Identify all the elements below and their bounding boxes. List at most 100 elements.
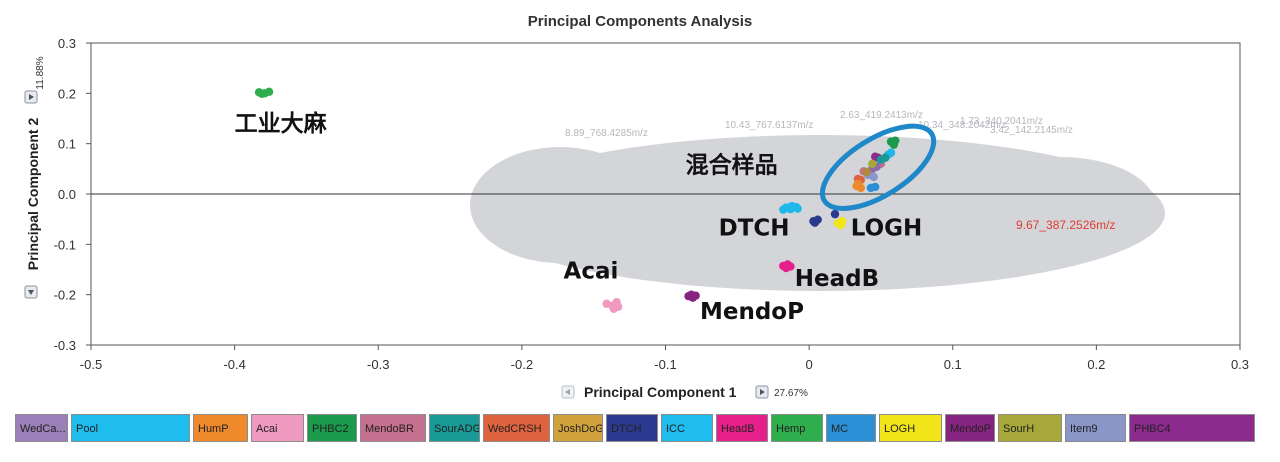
group-annotation: LOGH [851,215,923,241]
chevron-right-icon [29,94,34,100]
x-tick-label: -0.3 [367,357,389,372]
y-tick-label: 0.1 [58,137,76,152]
series-mc [866,182,880,193]
y-axis-next-button[interactable] [24,90,38,104]
cloud-variable-label: 8.89_768.4285m/z [565,128,648,139]
legend-item[interactable]: LOGH [879,414,942,442]
legend-item[interactable]: Item9 [1065,414,1126,442]
legend-item[interactable]: PHBC2 [307,414,357,442]
y-axis-title: Principal Component 2 [25,118,41,271]
x-axis-next-button[interactable] [755,385,769,399]
legend-item[interactable]: SourADG [429,414,480,442]
legend-item[interactable]: Pool [71,414,190,442]
series-hump [852,179,866,193]
cloud-variable-label: 2.63_419.2413m/z [840,110,923,121]
cloud-variable-label: 3.42_142.2145m/z [990,125,1073,136]
chevron-right-icon [760,389,765,395]
data-point[interactable] [613,302,623,311]
legend: WedCa... Pool HumP Acai PHBC2 MendoBR SourADG W… [15,414,1259,444]
x-tick-label: -0.4 [223,357,245,372]
data-point[interactable] [779,205,788,214]
series-headb [779,260,795,273]
group-annotation: HeadB [795,266,879,292]
series-icc [779,201,802,214]
cloud-variable-label: 10.34_348.2042m/z [918,120,1006,131]
data-point[interactable] [786,262,795,271]
cloud-variable-label: 10.43_767.6137m/z [725,120,813,131]
chevron-down-icon [28,290,34,295]
legend-item[interactable]: MC [826,414,876,442]
group-annotation: DTCH [719,215,790,241]
series-hemp [254,87,274,99]
data-point[interactable] [688,293,697,302]
data-point[interactable] [862,167,871,177]
y-tick-label: -0.1 [54,237,76,252]
legend-item[interactable]: ICC [661,414,713,442]
cloud-variable-label: 1.73_340.2041m/z [960,116,1043,127]
legend-item[interactable]: HeadB [716,414,768,442]
loadings-cloud-left [470,147,650,263]
x-tick-label: 0.2 [1087,357,1105,372]
legend-item[interactable]: DTCH [606,414,658,442]
legend-item[interactable]: PHBC4 [1129,414,1255,442]
x-axis-title: Principal Component 1 [584,384,737,400]
x-tick-label: 0.1 [944,357,962,372]
data-point[interactable] [836,221,845,230]
series-sourh [868,159,877,168]
y-tick-label: 0.3 [58,36,76,51]
legend-item[interactable]: SourH [998,414,1062,442]
score-points [254,87,937,313]
legend-item[interactable]: Hemp [771,414,823,442]
data-point[interactable] [889,140,899,149]
data-point[interactable] [868,159,877,168]
data-point[interactable] [852,181,861,191]
group-annotation: 工业大麻 [235,110,328,137]
series-dtch [809,209,840,227]
x-tick-label: 0.3 [1231,357,1249,372]
series-souradg [876,153,890,164]
legend-item[interactable]: JoshDoG [553,414,603,442]
x-tick-label: -0.1 [654,357,676,372]
data-point[interactable] [786,204,795,214]
highlight-ellipse [819,123,937,211]
y-tick-label: -0.3 [54,338,76,353]
data-point[interactable] [264,87,274,97]
group-annotation: Acai [564,259,619,285]
y-tick-label: 0.0 [58,187,76,202]
data-point[interactable] [257,89,267,99]
x-tick-label: 0 [806,357,813,372]
legend-item[interactable]: MendoP [945,414,995,442]
x-tick-label: -0.5 [80,357,102,372]
chevron-left-icon [565,389,570,395]
series-mendop [684,290,700,302]
series-phbc2 [886,136,900,149]
loadings-cloud-right [965,157,1155,253]
y-tick-label: -0.2 [54,288,76,303]
x-axis-prev-button[interactable] [561,385,575,399]
legend-item[interactable]: HumP [193,414,248,442]
highlighted-variable-label: 9.67_387.2526m/z [1016,218,1115,232]
loadings-cloud: 8.89_768.4285m/z 10.43_767.6137m/z 2.63_41… [470,110,1165,291]
legend-item[interactable]: WedCRSH [483,414,550,442]
data-point[interactable] [793,204,802,213]
group-annotation: 混合样品 [686,151,778,178]
data-point[interactable] [869,172,878,182]
legend-item[interactable]: Acai [251,414,304,442]
group-annotation: MendoP [700,299,804,325]
y-axis-prev-button[interactable] [24,285,38,299]
series-acai [602,298,623,313]
series-joshdog [862,167,871,177]
data-point[interactable] [870,182,880,192]
legend-item[interactable]: MendoBR [360,414,426,442]
y-tick-label: 0.2 [58,86,76,101]
x-variance-label: 27.67% [774,388,808,399]
data-point[interactable] [810,218,820,227]
data-point[interactable] [876,155,886,164]
y-variance-label: 11.88% [35,56,46,89]
series-logh [833,216,847,230]
pca-chart: Principal Components Analysis 8.89_768.4… [24,13,1249,400]
legend-item[interactable]: WedCa... [15,414,68,442]
data-point[interactable] [830,209,840,219]
axis-ticks: -0.5 -0.4 -0.3 -0.2 -0.1 0 0.1 0.2 0.3 0.3 0.2 0.1 0… [54,36,1249,372]
